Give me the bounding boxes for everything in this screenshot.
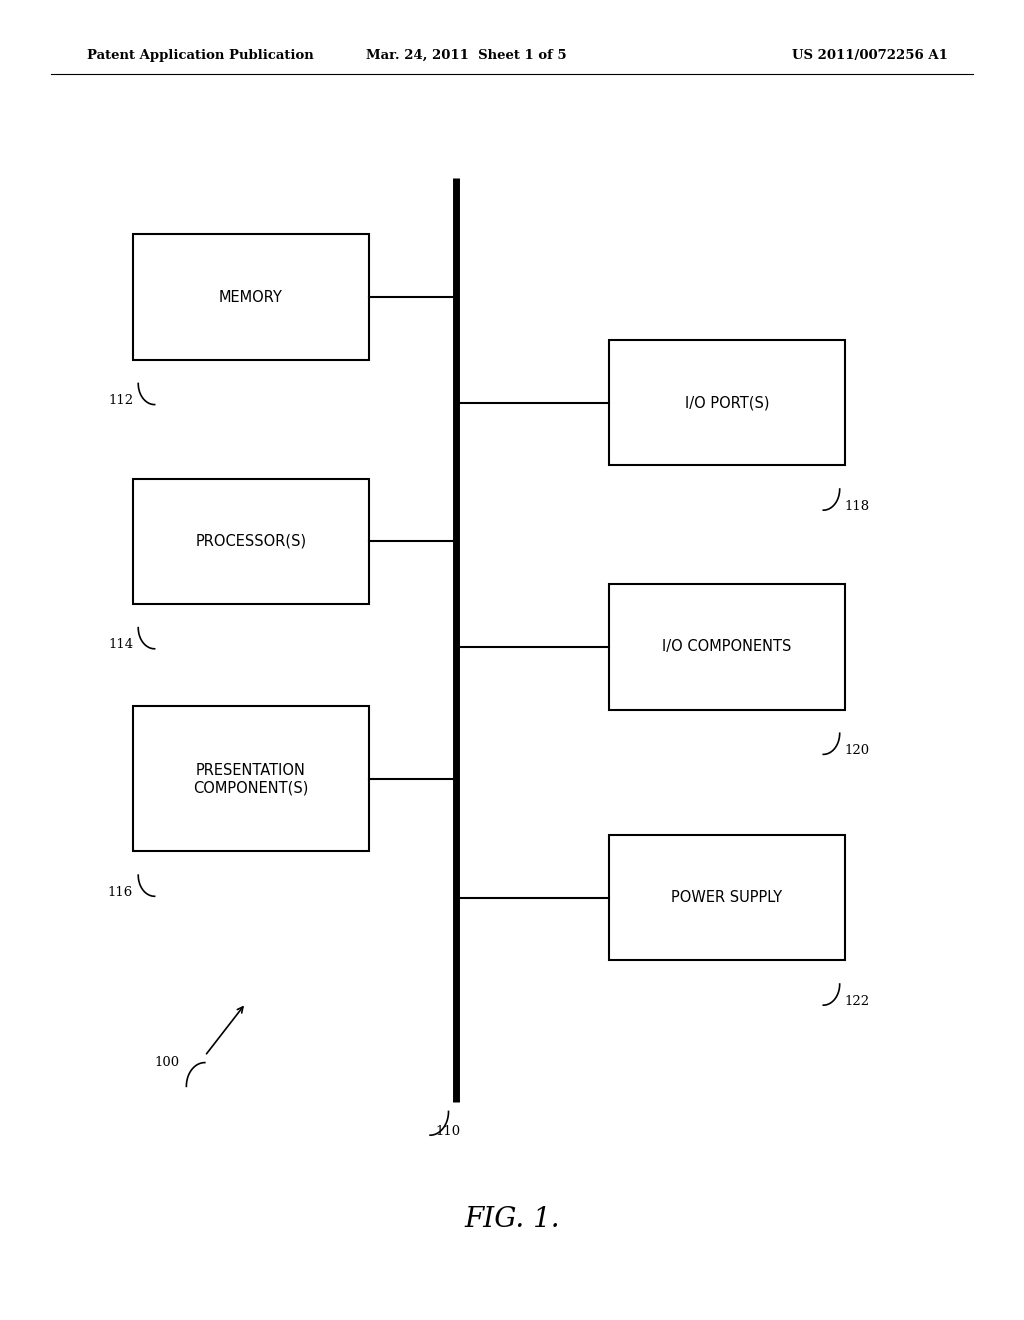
Text: POWER SUPPLY: POWER SUPPLY [672,890,782,906]
Text: 114: 114 [108,639,133,651]
Text: 118: 118 [845,500,870,512]
Text: Mar. 24, 2011  Sheet 1 of 5: Mar. 24, 2011 Sheet 1 of 5 [366,49,566,62]
Text: 120: 120 [845,744,870,756]
Text: I/O PORT(S): I/O PORT(S) [685,395,769,411]
Text: 116: 116 [108,886,133,899]
Text: 100: 100 [154,1056,179,1069]
Text: MEMORY: MEMORY [219,289,283,305]
Bar [133,706,369,851]
Text: US 2011/0072256 A1: US 2011/0072256 A1 [793,49,948,62]
Text: 112: 112 [108,393,133,407]
Bar [609,834,845,961]
Text: Patent Application Publication: Patent Application Publication [87,49,313,62]
Text: 110: 110 [435,1125,461,1138]
Bar [133,235,369,359]
Bar [609,583,845,710]
Bar [609,341,845,466]
Text: PROCESSOR(S): PROCESSOR(S) [196,533,306,549]
Bar [133,479,369,605]
Text: 122: 122 [845,995,870,1007]
Text: PRESENTATION
COMPONENT(S): PRESENTATION COMPONENT(S) [194,763,308,795]
Text: I/O COMPONENTS: I/O COMPONENTS [663,639,792,655]
Text: FIG. 1.: FIG. 1. [464,1206,560,1233]
